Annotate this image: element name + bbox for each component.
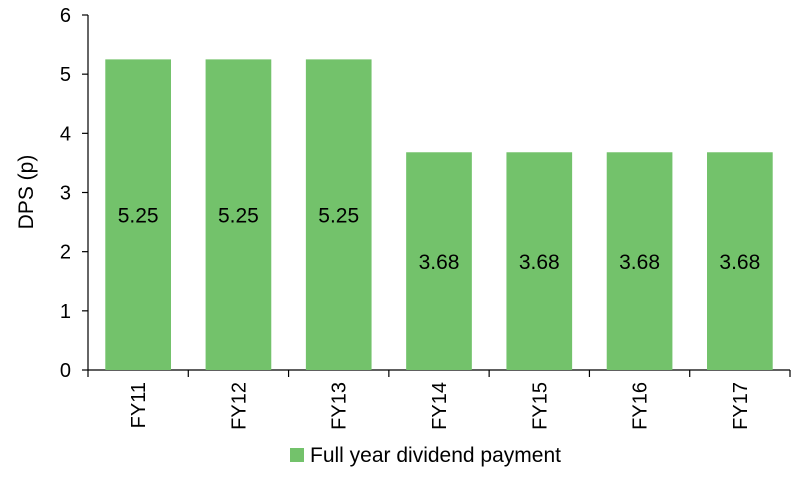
- x-tick-label: FY16: [630, 382, 652, 430]
- legend-label: Full year dividend payment: [310, 444, 561, 467]
- bar-fy16: [606, 152, 673, 370]
- x-axis: [87, 369, 791, 377]
- data-label: 3.68: [719, 251, 760, 274]
- data-label: 5.25: [118, 205, 159, 228]
- y-tick-label: 5: [60, 64, 71, 86]
- x-tick-label: FY14: [429, 382, 451, 430]
- bar-fy12: [205, 59, 272, 370]
- data-label: 3.68: [519, 251, 560, 274]
- y-tick-label: 1: [60, 301, 71, 323]
- x-tick-label: FY11: [128, 382, 150, 428]
- bar-fy13: [305, 59, 372, 370]
- y-tick-label: 4: [60, 123, 71, 145]
- data-label: 5.25: [218, 205, 259, 228]
- x-tick-label: FY13: [329, 382, 351, 430]
- legend-swatch: [290, 448, 304, 462]
- bar-fy17: [707, 152, 773, 370]
- bar-fy11: [105, 59, 171, 370]
- x-tick-label: FY15: [529, 382, 551, 430]
- x-tick-label: FY12: [228, 382, 250, 430]
- bar-fy14: [406, 152, 472, 370]
- y-axis: [82, 14, 89, 371]
- bar-fy15: [506, 152, 573, 370]
- y-tick-label: 6: [60, 5, 71, 27]
- x-tick-labels: FY11 FY12 FY13 FY14 FY15 FY16 FY17: [128, 382, 752, 430]
- data-label: 3.68: [419, 251, 460, 274]
- y-tick-label: 0: [60, 360, 71, 382]
- y-axis-title: DPS (p): [15, 155, 38, 230]
- legend: Full year dividend payment: [290, 444, 561, 467]
- y-tick-labels: 0 1 2 3 4 5 6: [60, 5, 71, 382]
- data-label: 3.68: [619, 251, 660, 274]
- x-tick-label: FY17: [730, 382, 752, 430]
- data-label: 5.25: [318, 205, 359, 228]
- y-tick-label: 3: [60, 183, 71, 205]
- y-tick-label: 2: [60, 242, 71, 264]
- bars: 5.25 5.25 5.25 3.68 3.68 3.68 3.68: [105, 59, 773, 370]
